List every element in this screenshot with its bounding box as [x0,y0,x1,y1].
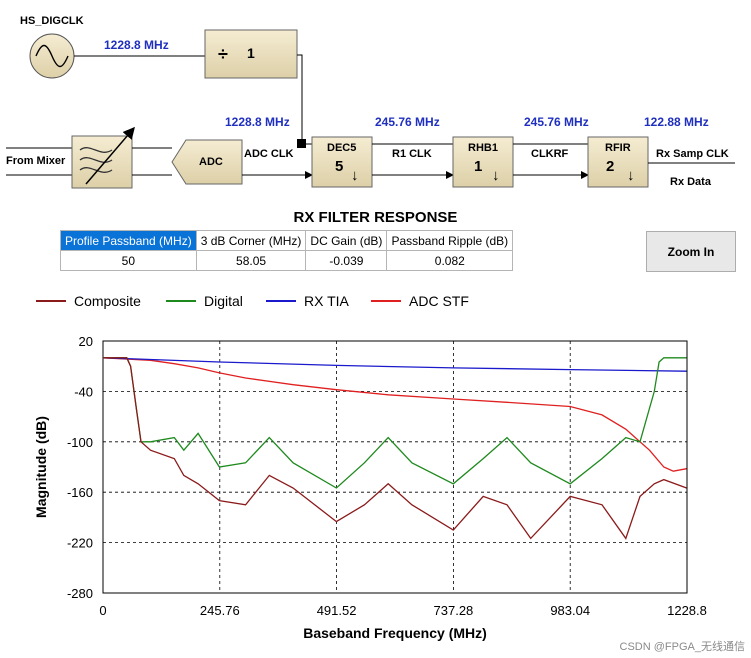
dec5-block[interactable] [311,136,373,188]
table-row: 50 58.05 -0.039 0.082 [60,250,514,271]
rhb1-block[interactable] [452,136,514,188]
down-arrow-icon: ↓ [492,167,500,184]
x-tick-label: 491.52 [317,603,357,618]
y-tick-label: 20 [79,334,93,349]
clock-junction [297,139,306,148]
y-tick-label: -220 [67,536,93,551]
block-factor: 2 [606,158,614,175]
freq-label: 122.88 MHz [644,115,709,129]
section-title: RX FILTER RESPONSE [293,209,458,226]
clock-name: R1 CLK [392,148,432,160]
adc-label: ADC [199,156,223,168]
table-header-cell[interactable]: 3 dB Corner (MHz) [195,230,307,251]
y-tick-label: -100 [67,435,93,450]
table-header-cell[interactable]: Passband Ripple (dB) [386,230,514,251]
legend-label: Composite [74,293,141,309]
block-name: RHB1 [468,142,498,154]
x-axis-label: Baseband Frequency (MHz) [303,625,487,641]
rfir-block[interactable] [587,136,649,188]
down-arrow-icon: ↓ [627,167,635,184]
down-arrow-icon: ↓ [351,167,359,184]
clock-name: CLKRF [531,148,569,160]
tunable-arrow-icon [85,126,135,185]
watermark: CSDN @FPGA_无线通信 [619,641,745,653]
filter-wave-icon [79,147,113,173]
legend-swatch [371,300,401,302]
legend-swatch [36,300,66,302]
block-name: RFIR [605,142,631,154]
legend-item[interactable]: RX TIA [266,293,349,309]
table-header-cell[interactable]: DC Gain (dB) [305,230,388,251]
sine-wave-icon [35,44,69,68]
y-tick-label: -280 [67,586,93,601]
table-cell[interactable]: 0.082 [386,250,514,271]
plot-area [102,340,688,594]
legend-swatch [166,300,196,302]
legend-item[interactable]: Digital [166,293,243,309]
y-tick-label: -160 [67,485,93,500]
freq-label: 245.76 MHz [524,115,589,129]
x-tick-label: 0 [99,603,106,618]
freq-label: 245.76 MHz [375,115,440,129]
clock-source-label: HS_DIGCLK [20,15,84,27]
filter-response-chart: 0 245.76 491.52 737.28 983.04 1228.8 20 -40 -100… [33,334,707,641]
input-label: From Mixer [6,155,66,167]
series-line-digital [103,357,687,489]
output-label: Rx Data [670,176,712,188]
block-factor: 1 [474,158,482,175]
adc-block[interactable] [171,139,243,185]
x-tick-label: 983.04 [550,603,590,618]
table-header-row: Profile Passband (MHz) 3 dB Corner (MHz)… [60,230,514,251]
table-header-cell[interactable]: Profile Passband (MHz) [60,230,197,251]
legend-swatch [266,300,296,302]
x-tick-label: 737.28 [434,603,474,618]
clock-name: Rx Samp CLK [656,148,729,160]
legend-item[interactable]: Composite [36,293,141,309]
divider-value: 1 [247,45,255,61]
table-cell[interactable]: -0.039 [305,250,388,271]
block-name: DEC5 [327,142,356,154]
y-tick-label: -40 [74,384,93,399]
block-factor: 5 [335,158,343,175]
zoom-in-button[interactable]: Zoom In [646,231,736,272]
clock-name: ADC CLK [244,148,294,160]
freq-label: 1228.8 MHz [104,38,169,52]
legend-item[interactable]: ADC STF [371,293,469,309]
legend-label: ADC STF [409,293,469,309]
y-axis-label: Magnitude (dB) [33,416,49,518]
signal-chain-diagram: HS_DIGCLK 1228.8 MHz ÷ 1 From Mixer ADC … [6,15,735,189]
series-line-rx-tia [102,357,687,372]
table-cell[interactable]: 58.05 [195,250,307,271]
filter-params-table: Profile Passband (MHz) 3 dB Corner (MHz)… [60,230,514,271]
table-cell[interactable]: 50 [60,250,197,271]
legend-label: RX TIA [304,293,349,309]
series-line-adc-stf [102,357,687,472]
x-tick-label: 245.76 [200,603,240,618]
series-line-composite [103,357,687,540]
divide-icon: ÷ [218,44,228,64]
freq-label: 1228.8 MHz [225,115,290,129]
legend-label: Digital [204,293,243,309]
clock-divider-block[interactable] [204,29,298,79]
x-tick-label: 1228.8 [667,603,707,618]
